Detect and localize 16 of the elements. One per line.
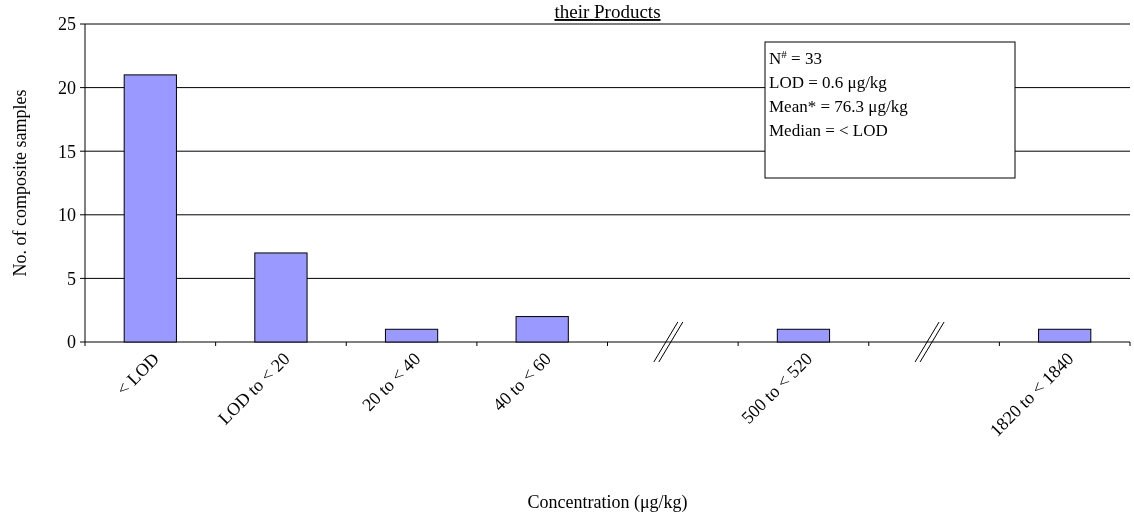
y-tick-label: 20: [58, 77, 76, 98]
y-tick-label: 25: [58, 14, 76, 35]
y-axis-title: No. of composite samples: [10, 89, 30, 277]
x-tick-label: 40 to < 60: [488, 348, 556, 415]
chart-title: their Products: [554, 1, 661, 22]
y-tick-label: 5: [67, 268, 76, 289]
y-tick-label: 10: [58, 205, 76, 226]
x-tick-label: 20 to < 40: [358, 348, 425, 415]
annotation: Mean* = 76.3 μg/kg: [769, 97, 909, 116]
y-tick-label: 15: [58, 141, 76, 162]
x-tick-label: 500 to < 520: [737, 348, 817, 428]
annotation: N$^{#}$ = 33: [769, 48, 822, 68]
annotation: Median = < LOD: [769, 121, 888, 140]
y-tick-label: 0: [67, 332, 76, 353]
x-axis-title: Concentration (μg/kg): [527, 492, 688, 512]
annotation: LOD = 0.6 μg/kg: [769, 73, 888, 92]
